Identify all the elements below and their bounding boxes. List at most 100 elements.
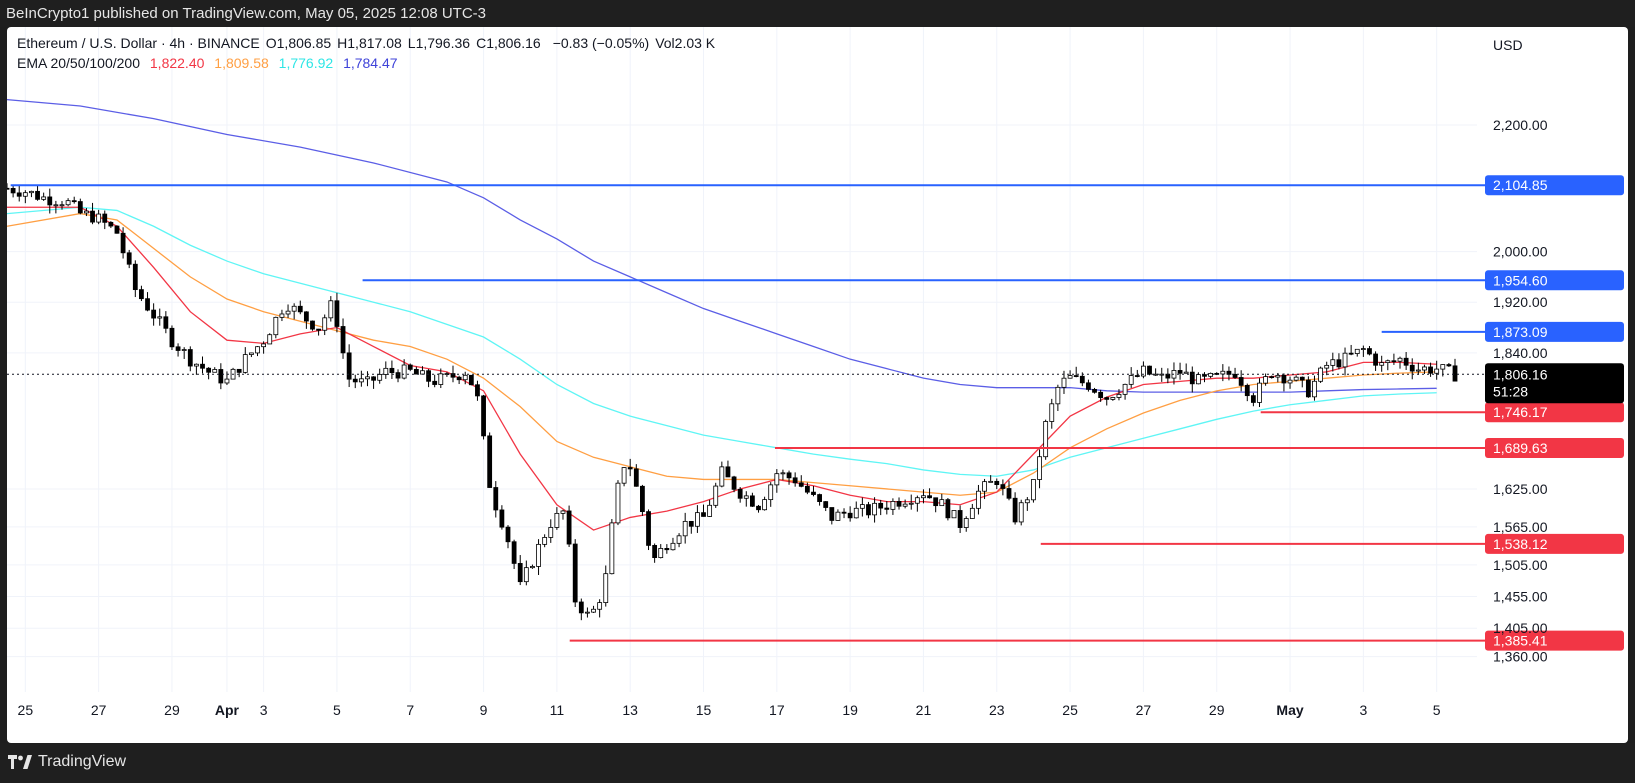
candle-body <box>591 608 596 613</box>
candle-body <box>120 232 126 254</box>
candle-body <box>481 395 486 437</box>
candle-body <box>621 467 627 484</box>
candle-body <box>872 502 877 516</box>
last-price-tag[interactable] <box>1485 363 1624 404</box>
x-tick-label: 11 <box>550 702 565 718</box>
y-tick-label: 1,505.00 <box>1493 557 1548 573</box>
x-tick-label: 13 <box>622 702 638 718</box>
bar-countdown-label: 51:28 <box>1493 383 1528 399</box>
resistance-level-1-tag[interactable] <box>1485 175 1624 196</box>
candle-body <box>957 510 963 528</box>
candle-body <box>890 500 896 510</box>
candle-body <box>560 510 566 514</box>
ohlc-value-h: 1,817.08 <box>347 35 402 51</box>
candle-body <box>670 542 676 551</box>
candle-body <box>572 543 578 603</box>
candle-body <box>1244 384 1250 397</box>
candle-body <box>902 503 908 507</box>
candle-body <box>1134 375 1140 377</box>
candle-body <box>316 328 321 331</box>
candle-body <box>261 343 267 348</box>
candle-body <box>47 196 53 206</box>
y-tick-label: 1,565.00 <box>1493 519 1548 535</box>
candle-body <box>731 476 737 490</box>
ohlc-value-c: 1,806.16 <box>486 35 541 51</box>
candle-body <box>450 373 456 378</box>
candle-body <box>817 494 822 502</box>
support-level-2-tag[interactable] <box>1485 438 1624 459</box>
symbol-title: Ethereum / U.S. Dollar · 4h · BINANCE <box>17 35 260 51</box>
candle-body <box>1446 364 1452 367</box>
resistance-level-2-tag[interactable] <box>1485 270 1624 291</box>
candle-body <box>1305 379 1311 398</box>
candle-body <box>963 518 969 528</box>
candle-body <box>71 200 77 203</box>
candle-body <box>1067 375 1073 379</box>
chart-panel[interactable]: 2,104.85 1,954.60 1,873.09 1,746.17 1,689.63… <box>7 27 1628 743</box>
candle-body <box>1049 403 1055 422</box>
candle-body <box>175 346 181 351</box>
resistance-level-3-tag-label: 1,873.09 <box>1493 324 1548 340</box>
candle-body <box>462 374 468 381</box>
candle-body <box>701 512 706 517</box>
ema-legend: EMA 20/50/100/200 1,822.40 1,809.58 1,77… <box>17 55 404 71</box>
candle-body <box>53 204 59 207</box>
candle-body <box>218 369 224 384</box>
candle-body <box>859 504 865 509</box>
x-tick-label: 27 <box>91 702 107 718</box>
ema100-value: 1,776.92 <box>278 55 334 71</box>
candle-body <box>487 435 493 488</box>
candle-body <box>1342 352 1348 368</box>
candle-body <box>1104 397 1110 400</box>
candle-body <box>352 378 358 383</box>
candle-body <box>1287 379 1293 384</box>
candle-body <box>829 507 835 521</box>
candle-body <box>737 488 743 499</box>
candle-body <box>505 526 511 543</box>
candle-body <box>615 482 621 524</box>
candle-body <box>768 484 774 501</box>
candle-body <box>157 316 163 319</box>
support-level-4-tag[interactable] <box>1485 630 1624 651</box>
candle-body <box>548 527 554 538</box>
x-tick-label: 29 <box>1209 702 1225 718</box>
support-level-3-tag[interactable] <box>1485 533 1624 554</box>
candle-body <box>719 466 725 487</box>
candle-body <box>303 311 309 322</box>
candle-body <box>927 495 932 499</box>
candle-body <box>371 376 376 381</box>
y-tick-label: 1,625.00 <box>1493 481 1548 497</box>
support-level-1-tag[interactable] <box>1485 402 1624 423</box>
price-chart[interactable]: 2,104.85 1,954.60 1,873.09 1,746.17 1,689.63… <box>7 27 1628 743</box>
candle-body <box>432 380 438 385</box>
candle-body <box>774 473 780 486</box>
candle-body <box>878 502 884 509</box>
tradingview-brand: TradingView <box>38 753 127 770</box>
candle-body <box>853 507 859 519</box>
footer-bar: TradingView <box>0 743 1635 783</box>
candle-body <box>835 511 841 521</box>
candle-body <box>322 317 328 331</box>
x-tick-label: 15 <box>696 702 712 718</box>
candle-body <box>523 567 529 583</box>
change-value: −0.83 (−0.05%) <box>552 35 650 51</box>
candle-body <box>578 601 584 614</box>
ema200-value: 1,784.47 <box>343 55 398 71</box>
candle-body <box>77 201 83 214</box>
candle-body <box>566 510 572 545</box>
candle-body <box>29 190 34 194</box>
candle-body <box>401 364 407 379</box>
publisher-bar: BeInCrypto1 published on TradingView.com… <box>0 0 1635 27</box>
currency-label[interactable]: USD <box>1493 37 1523 53</box>
candle-body <box>426 370 431 382</box>
candle-body <box>1415 369 1421 372</box>
resistance-level-3-tag[interactable] <box>1485 321 1624 342</box>
candle-body <box>41 196 47 200</box>
candle-body <box>1281 374 1287 384</box>
candle-body <box>1110 397 1116 400</box>
candle-body <box>640 485 645 513</box>
candle-body <box>976 490 981 509</box>
candle-body <box>603 573 609 603</box>
tradingview-logo[interactable]: TradingView <box>8 753 126 771</box>
tradingview-logo-icon <box>8 755 32 769</box>
